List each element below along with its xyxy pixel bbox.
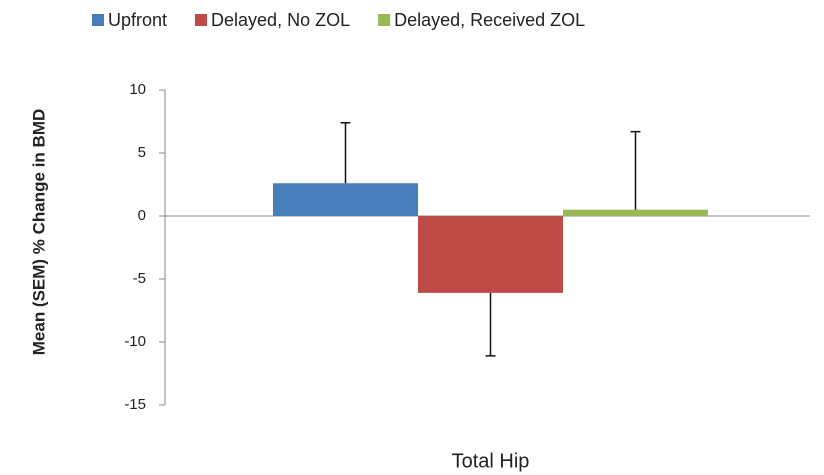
bar: [418, 216, 563, 293]
bar: [273, 183, 418, 216]
y-tick-label: -5: [133, 270, 146, 287]
y-axis-label: Mean (SEM) % Change in BMD: [29, 109, 48, 356]
x-tick-label: Total Hip: [452, 450, 530, 472]
y-tick-label: 5: [138, 144, 146, 161]
y-tick-label: 10: [129, 81, 146, 98]
y-tick-label: -10: [124, 333, 146, 350]
legend-swatch: [195, 14, 208, 26]
legend-label: Upfront: [108, 10, 167, 30]
legend-label: Delayed, No ZOL: [211, 10, 350, 30]
legend-label: Delayed, Received ZOL: [394, 10, 585, 30]
y-tick-label: -15: [124, 396, 146, 413]
error-bar: [485, 292, 496, 357]
y-tick-label: 0: [138, 207, 146, 224]
legend-swatch: [92, 14, 104, 26]
error-bar: [630, 130, 641, 210]
error-bar: [340, 122, 351, 184]
bar: [563, 209, 708, 216]
legend: Upfront Delayed, No ZOL Delayed, Received …: [92, 10, 585, 30]
legend-swatch: [378, 14, 391, 26]
